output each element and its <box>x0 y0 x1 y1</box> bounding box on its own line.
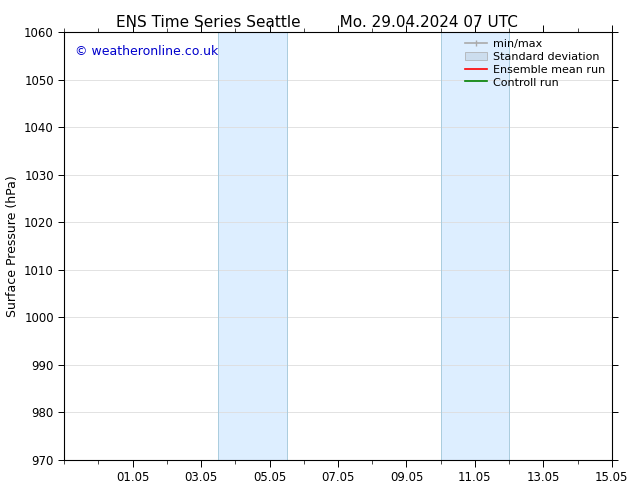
Text: © weatheronline.co.uk: © weatheronline.co.uk <box>75 45 219 58</box>
Bar <box>441 32 509 460</box>
Legend: min/max, Standard deviation, Ensemble mean run, Controll run: min/max, Standard deviation, Ensemble me… <box>462 35 609 91</box>
Text: ENS Time Series Seattle        Mo. 29.04.2024 07 UTC: ENS Time Series Seattle Mo. 29.04.2024 0… <box>116 15 518 30</box>
Y-axis label: Surface Pressure (hPa): Surface Pressure (hPa) <box>6 175 18 317</box>
Bar <box>218 32 287 460</box>
